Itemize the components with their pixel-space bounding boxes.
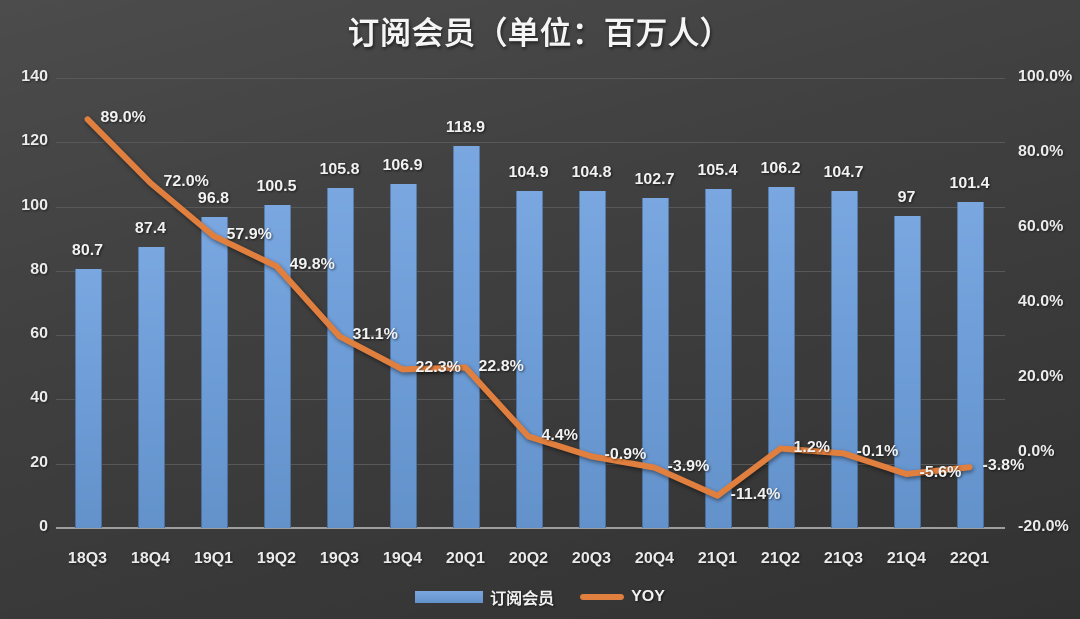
yoy-point-label: 49.8% [289,256,335,274]
line-swatch-icon [580,594,625,600]
y-right-tick-label: 60.0% [1018,218,1064,235]
yoy-point-label: 1.2% [793,438,830,456]
x-tick-label: 21Q4 [886,550,927,567]
gridline [56,142,1005,144]
y-left-tick-label: 40 [30,389,48,407]
x-tick-label: 20Q1 [445,550,486,567]
yoy-point-label: -0.1% [856,443,899,461]
y-left-tick-label: 60 [30,325,48,343]
y-right-tick-label: 80.0% [1018,143,1064,160]
x-axis-line [56,527,1005,529]
bar [201,216,228,528]
y-left-tick-label: 120 [21,132,48,150]
bar [894,216,921,528]
yoy-point-label: 57.9% [226,225,272,243]
bar [579,191,606,528]
x-tick-label: 21Q2 [760,550,801,567]
bar-value-label: 101.4 [949,175,990,193]
bar-value-label: 100.5 [256,177,297,195]
gridline [56,78,1005,79]
bar [138,247,165,528]
y-right-tick-label: -20.0% [1018,518,1069,535]
legend-label: 订阅会员 [490,591,555,608]
bar [453,145,480,528]
yoy-point-label: 72.0% [163,173,209,190]
y-right-tick-label: 40.0% [1018,293,1064,310]
yoy-point-label: -5.6% [919,464,962,481]
bar [642,197,669,528]
legend-item-members: 订阅会员 [415,585,554,609]
bar-swatch-icon [415,591,484,603]
y-right-tick-label: 20.0% [1018,368,1064,385]
y-left-tick-label: 0 [39,518,48,535]
x-tick-label: 21Q1 [697,550,738,567]
x-tick-label: 21Q3 [823,550,864,567]
x-tick-label: 19Q3 [319,550,360,567]
x-tick-label: 19Q4 [382,550,423,567]
y-left-tick-label: 20 [30,453,48,471]
bar [831,191,858,528]
bar-value-label: 87.4 [134,220,167,238]
legend: 订阅会员 YOY [0,585,1080,609]
bar [390,184,417,528]
yoy-point-label: 89.0% [100,109,146,127]
bar-value-label: 104.7 [823,164,864,182]
bar-value-label: 118.9 [445,118,486,136]
x-tick-label: 19Q1 [193,550,234,567]
chart-title: 订阅会员（单位：百万人） [348,16,732,51]
x-tick-label: 18Q4 [130,550,171,567]
x-tick-label: 20Q4 [634,550,675,567]
yoy-point-label: 31.1% [352,326,398,344]
legend-item-yoy: YOY [580,588,665,606]
bar [75,268,102,528]
yoy-point-label: -3.9% [667,457,710,475]
x-tick-label: 18Q3 [67,550,108,567]
bar [264,204,291,528]
yoy-point-label: -3.8% [982,457,1025,475]
bar-value-label: 80.7 [71,241,104,259]
x-tick-label: 20Q3 [571,550,612,567]
y-left-tick-label: 100 [21,196,48,214]
yoy-point-label: 22.8% [478,357,524,375]
x-tick-label: 20Q2 [508,550,549,567]
yoy-point-label: 22.3% [415,359,461,377]
x-tick-label: 22Q1 [949,550,990,567]
y-left-tick-label: 140 [21,68,48,85]
x-tick-label: 19Q2 [256,550,297,567]
yoy-point-label: -0.9% [604,446,647,464]
y-left-tick-label: 80 [30,260,48,278]
bar-value-label: 106.9 [382,157,423,175]
bar [768,186,795,528]
y-right-tick-label: 100.0% [1018,68,1073,85]
y-right-tick-label: 0.0% [1018,443,1055,460]
bar [705,189,732,528]
legend-label: YOY [631,588,665,605]
yoy-point-label: -11.4% [730,485,781,503]
bar [327,187,354,528]
yoy-point-label: 4.4% [541,426,578,444]
